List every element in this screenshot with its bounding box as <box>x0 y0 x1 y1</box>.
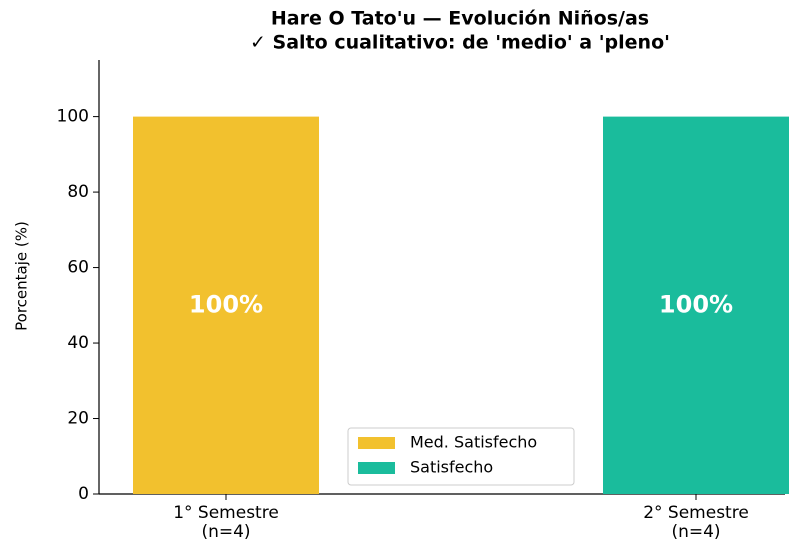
chart-title: Hare O Tato'u — Evolución Niños/as <box>271 8 649 30</box>
x-tick-label-box: 2° Semestre (n=4) <box>643 504 749 542</box>
legend-label: Satisfecho <box>410 458 493 477</box>
x-tick-label-box: 1° Semestre (n=4) <box>173 504 279 542</box>
chart-subtitle: ✓ Salto cualitativo: de 'medio' a 'pleno… <box>250 32 670 54</box>
value-label: 100% <box>189 290 263 318</box>
y-tick-label: 0 <box>78 484 89 504</box>
legend-box <box>347 427 575 486</box>
y-tick-label: 100 <box>57 107 89 127</box>
y-tick-label: 80 <box>67 182 89 202</box>
legend-swatch <box>358 462 395 474</box>
y-tick-label: 60 <box>67 258 89 278</box>
legend-label: Med. Satisfecho <box>410 433 537 452</box>
x-tick-label: 2° Semestre (n=4) <box>643 504 749 542</box>
x-tick-label: 1° Semestre (n=4) <box>173 504 279 542</box>
bar <box>603 116 789 494</box>
y-axis-label: Porcentaje (%) <box>13 221 31 331</box>
y-tick-label: 20 <box>67 409 89 429</box>
legend-swatch <box>358 437 395 449</box>
bar <box>133 116 319 494</box>
value-label: 100% <box>659 290 733 318</box>
y-tick-label: 40 <box>67 333 89 353</box>
